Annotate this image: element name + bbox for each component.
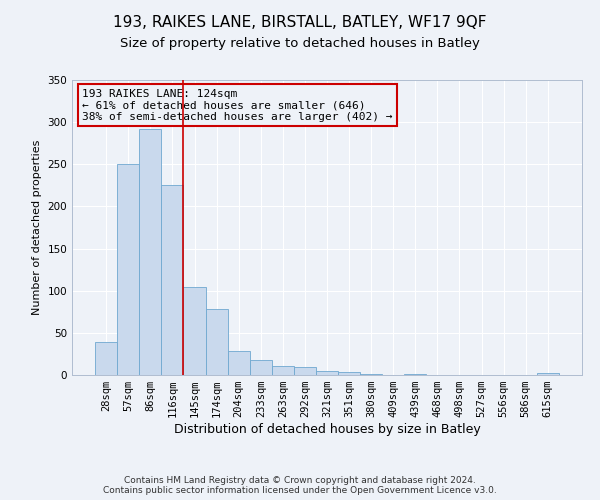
Bar	[360, 374, 382, 375]
Bar	[206, 310, 227, 375]
Text: 193 RAIKES LANE: 124sqm
← 61% of detached houses are smaller (646)
38% of semi-d: 193 RAIKES LANE: 124sqm ← 61% of detache…	[82, 89, 392, 122]
Bar	[227, 350, 250, 375]
Bar	[117, 164, 139, 375]
Y-axis label: Number of detached properties: Number of detached properties	[32, 140, 42, 315]
Text: 193, RAIKES LANE, BIRSTALL, BATLEY, WF17 9QF: 193, RAIKES LANE, BIRSTALL, BATLEY, WF17…	[113, 15, 487, 30]
Bar	[139, 129, 161, 375]
Bar	[316, 371, 338, 375]
Bar	[338, 372, 360, 375]
Bar	[294, 368, 316, 375]
Bar	[250, 360, 272, 375]
Text: Contains HM Land Registry data © Crown copyright and database right 2024.
Contai: Contains HM Land Registry data © Crown c…	[103, 476, 497, 495]
Text: Size of property relative to detached houses in Batley: Size of property relative to detached ho…	[120, 38, 480, 51]
Bar	[537, 374, 559, 375]
Bar	[404, 374, 427, 375]
Bar	[95, 342, 117, 375]
Bar	[272, 366, 294, 375]
Bar	[161, 186, 184, 375]
Bar	[184, 288, 206, 375]
X-axis label: Distribution of detached houses by size in Batley: Distribution of detached houses by size …	[173, 423, 481, 436]
